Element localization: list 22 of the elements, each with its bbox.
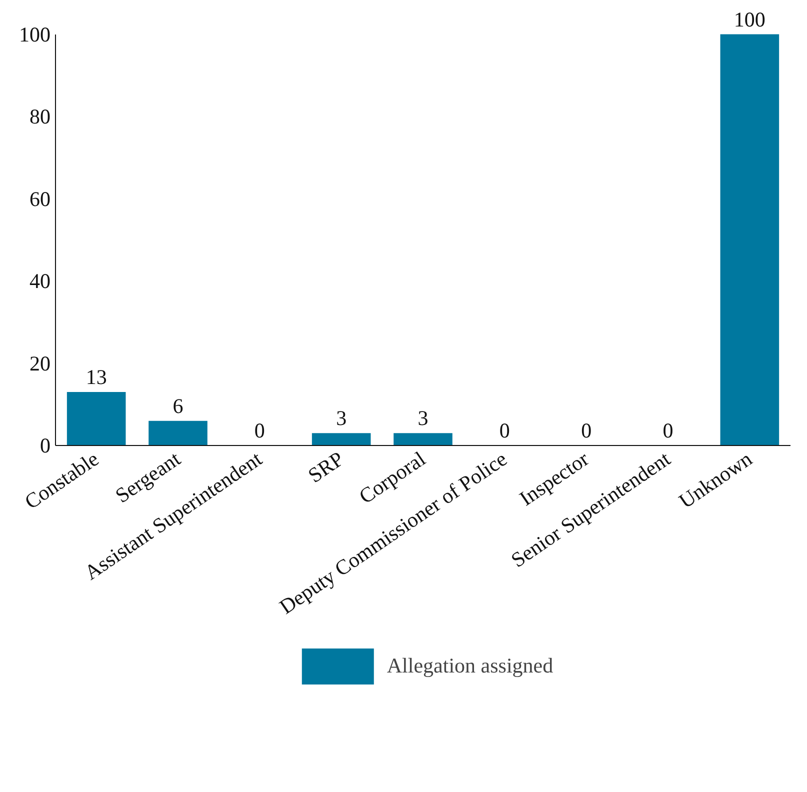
data-label: 0 (662, 418, 674, 442)
data-label: 13 (86, 365, 107, 390)
data-label: 3 (336, 406, 347, 430)
bar (312, 433, 371, 446)
bar (148, 420, 208, 446)
data-label: 100 (734, 7, 766, 32)
data-label: 6 (172, 394, 184, 418)
y-tick-label: 80 (30, 104, 50, 129)
y-tick-label: 40 (30, 269, 50, 294)
x-tick-label: SRP (304, 446, 348, 488)
data-label: 0 (581, 418, 592, 442)
data-label: 0 (254, 418, 265, 442)
data-label: 3 (418, 406, 428, 430)
y-tick-label: 60 (30, 186, 50, 211)
y-tick-label: 20 (30, 351, 50, 376)
legend-label: Allegation assigned (386, 654, 554, 678)
bar (66, 392, 126, 446)
bar (394, 433, 452, 446)
data-label: 0 (499, 418, 510, 442)
y-tick-label: 100 (19, 22, 50, 46)
y-tick-label: 0 (40, 434, 50, 458)
bar (720, 34, 780, 446)
